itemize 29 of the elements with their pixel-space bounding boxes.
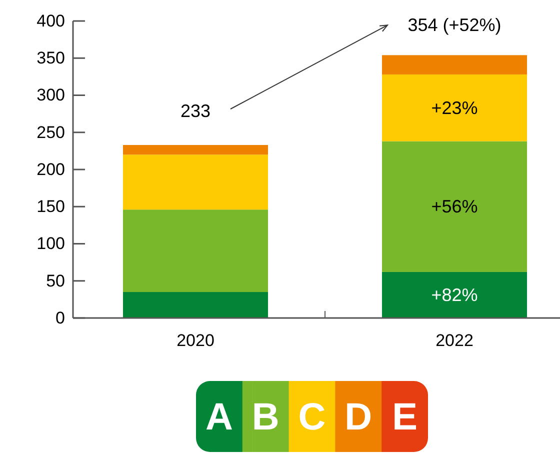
legend-label: D [344,396,372,438]
y-tick-label: 50 [46,271,65,290]
annotation: 233 [180,100,211,121]
x-tick-label: 2020 [176,331,214,350]
annotation: +82% [431,284,478,305]
bar [382,74,528,142]
x-tick-label: 2022 [436,331,474,350]
legend-label: A [205,396,233,438]
bar [122,292,268,318]
y-tick-label: 350 [36,48,65,68]
legend-label: B [252,396,280,438]
y-tick-label: 200 [36,160,65,179]
bar [122,210,268,292]
bar [382,272,528,318]
annotation: +56% [431,196,478,217]
bar [382,55,528,74]
y-tick-label: 400 [36,11,65,30]
annotation: +23% [431,98,478,118]
bar [122,144,268,155]
legend-label: C [298,396,326,438]
y-tick-label: 300 [36,86,65,105]
y-tick-label: 150 [36,197,65,216]
bar [122,154,268,210]
y-tick-label: 250 [36,122,65,142]
y-tick-label: 0 [56,308,65,328]
bar [382,141,528,272]
y-tick-label: 100 [36,234,65,254]
annotation: 354 (+52%) [408,15,502,36]
legend-label: E [392,396,418,438]
